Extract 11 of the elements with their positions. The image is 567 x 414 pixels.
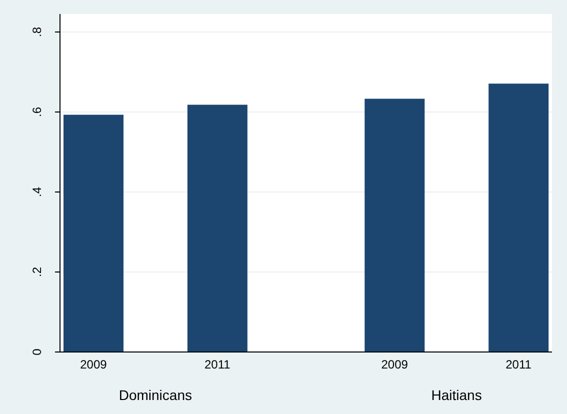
y-tick-label: .6 <box>30 106 44 118</box>
y-tick-label: .8 <box>30 26 44 38</box>
y-tick-label: .4 <box>30 186 44 198</box>
x-tick-label: 2011 <box>204 358 231 372</box>
y-tick-label: 0 <box>30 348 44 356</box>
x-tick-label: 2009 <box>381 358 408 372</box>
x-tick-label: 2011 <box>506 358 532 372</box>
text: Haitians <box>431 386 482 403</box>
y-tick-label: .2 <box>30 266 44 278</box>
x-tick-label: 2009 <box>80 358 108 372</box>
text: Dominicans <box>118 386 192 403</box>
